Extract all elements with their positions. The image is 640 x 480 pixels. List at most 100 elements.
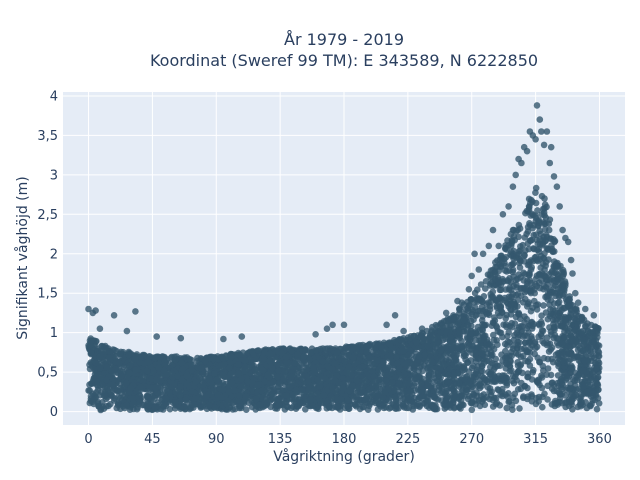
data-point [520,269,527,277]
data-point [308,345,316,353]
data-point [487,391,495,399]
data-point [99,381,106,388]
data-point [409,406,417,413]
data-point [548,344,556,351]
data-point [117,394,124,402]
data-point [540,354,548,362]
data-point [89,398,96,406]
data-point [567,369,574,377]
data-point [468,406,476,414]
data-point [553,309,560,317]
data-point [254,347,262,354]
data-point [545,226,553,234]
data-point [468,393,476,401]
data-point [186,355,193,363]
data-point [456,361,463,369]
data-point [160,402,168,410]
data-point [210,355,217,363]
data-point [95,403,103,410]
data-point [109,381,116,388]
data-point [372,399,379,407]
data-point [568,351,575,358]
data-point [588,344,595,351]
data-point [551,402,559,410]
data-point [552,292,559,300]
data-point [237,383,245,390]
data-point [313,390,321,397]
data-point [434,333,442,341]
data-point [226,364,233,372]
data-point [369,382,377,390]
data-point [480,293,488,300]
data-point [427,401,435,409]
data-point [126,369,133,377]
data-point [546,216,554,223]
data-point [472,336,479,344]
data-point [393,395,400,403]
data-point [446,365,453,373]
data-point [526,271,533,279]
data-point [365,359,373,367]
data-point [577,402,584,410]
data-point [582,322,589,330]
data-point [425,372,432,379]
data-point [473,296,481,303]
data-point [535,219,543,227]
data-point [498,252,505,260]
data-point [211,370,218,377]
data-point [194,354,201,362]
data-point [515,331,523,339]
data-point [551,300,558,307]
data-point [495,280,503,288]
data-point [183,372,191,380]
data-point [380,404,388,412]
data-point [419,367,427,375]
data-point [551,238,558,246]
data-point [430,365,438,373]
data-point [518,345,525,353]
data-point [398,347,406,355]
data-point [270,378,277,386]
data-point [410,400,418,408]
data-point [585,337,592,345]
data-point [534,207,541,214]
data-point [418,332,426,340]
data-point [429,331,436,339]
data-point [371,341,379,348]
data-point [522,357,529,365]
data-point [456,328,463,336]
data-point [571,315,579,322]
data-point [219,371,226,379]
data-point [211,404,218,411]
data-point [503,404,511,412]
data-point [197,404,205,411]
data-point [532,344,539,352]
data-point [572,392,579,399]
data-point [419,337,426,345]
data-point [449,339,457,346]
data-point [490,331,497,339]
data-point [514,359,521,366]
data-point [108,367,115,375]
data-point [497,263,505,271]
data-point [460,316,467,324]
data-point [349,382,356,389]
data-point [513,254,520,261]
data-point [113,387,121,394]
data-point [514,368,522,375]
data-point [133,405,141,413]
data-point [594,386,602,394]
data-point [191,395,198,402]
data-point [578,391,585,398]
data-point [455,379,463,387]
data-point [579,367,587,374]
data-point [555,342,562,349]
data-point [430,387,438,395]
data-point [256,401,264,409]
data-point [126,362,133,370]
data-point [445,371,452,379]
data-point [595,342,603,350]
data-point [519,352,527,360]
data-point [464,359,471,366]
